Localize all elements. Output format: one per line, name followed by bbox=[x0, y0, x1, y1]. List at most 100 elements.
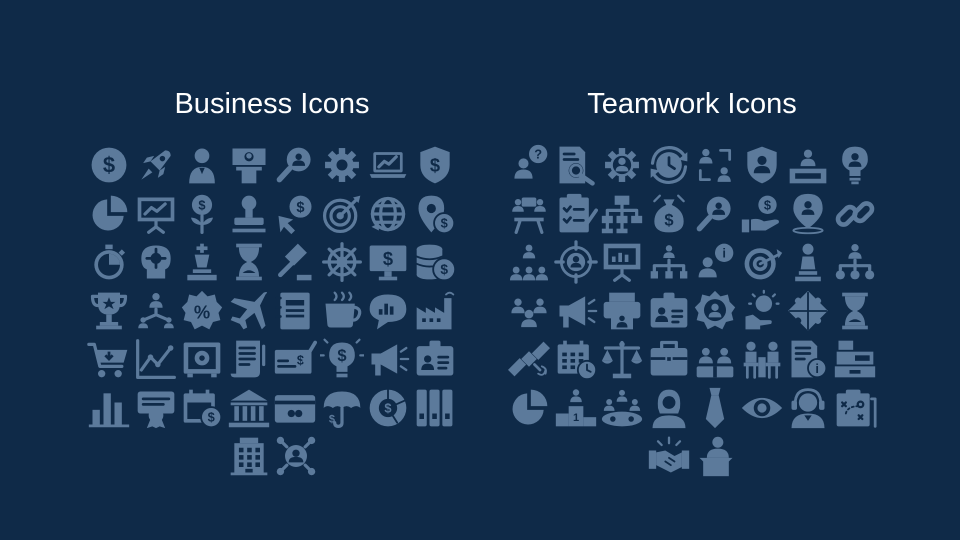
target-user-icon bbox=[553, 240, 598, 284]
gear-user-icon bbox=[600, 143, 644, 187]
employee-desk-icon bbox=[786, 143, 830, 187]
stamp-icon bbox=[227, 192, 271, 236]
user-hierarchy-icon bbox=[833, 240, 877, 284]
hand-dollar-icon: $ bbox=[740, 192, 784, 236]
chat-bubble-chart-icon bbox=[366, 289, 410, 333]
gavel-icon bbox=[273, 240, 317, 284]
coin-stack-icon: $ bbox=[413, 240, 457, 284]
businessman-icon bbox=[180, 143, 224, 187]
document-search-icon bbox=[554, 143, 598, 187]
svg-text:$: $ bbox=[429, 154, 439, 175]
stopwatch-icon bbox=[87, 240, 131, 284]
airplane-icon bbox=[227, 289, 271, 333]
svg-text:$: $ bbox=[383, 248, 393, 269]
ship-wheel-icon bbox=[320, 240, 364, 284]
pie-chart-icon bbox=[507, 386, 551, 430]
organization-chart-icon bbox=[600, 192, 644, 236]
bank-check-icon: $ bbox=[273, 337, 317, 381]
umbrella-dollar-icon: $ bbox=[320, 386, 364, 430]
presentation-speaker-icon bbox=[227, 143, 271, 187]
svg-text:$: $ bbox=[198, 197, 205, 212]
bank-icon bbox=[227, 386, 271, 430]
hourglass-icon bbox=[227, 240, 271, 284]
svg-text:$: $ bbox=[337, 347, 346, 365]
monitor-dollar-icon: $ bbox=[366, 240, 410, 284]
office-building-icon bbox=[227, 434, 271, 478]
shopping-cart-icon bbox=[87, 337, 131, 381]
shield-user-icon bbox=[740, 143, 784, 187]
svg-text:$: $ bbox=[384, 400, 391, 415]
binder-icon bbox=[273, 289, 317, 333]
calendar-dollar-icon: $ bbox=[180, 386, 224, 430]
clipboard-checklist-icon bbox=[554, 192, 598, 236]
discount-badge-icon: % bbox=[180, 289, 224, 333]
dollar-cursor-icon: $ bbox=[273, 192, 317, 236]
hierarchy-icon bbox=[134, 289, 178, 333]
search-user-icon bbox=[273, 143, 317, 187]
eye-icon bbox=[740, 386, 784, 430]
svg-text:$: $ bbox=[328, 413, 334, 425]
svg-text:$: $ bbox=[103, 153, 115, 178]
business-icons-title: Business Icons bbox=[174, 88, 370, 120]
user-question-icon: ? bbox=[507, 143, 551, 187]
safe-icon bbox=[180, 337, 224, 381]
id-badge-icon bbox=[647, 289, 691, 333]
balance-scale-icon bbox=[600, 337, 644, 381]
teamwork-icons-title: Teamwork Icons bbox=[587, 88, 797, 120]
id-card-icon bbox=[413, 337, 457, 381]
handshake-icon bbox=[647, 434, 691, 478]
money-plant-icon: $ bbox=[180, 192, 224, 236]
calendar-clock-icon bbox=[554, 337, 598, 381]
location-user-icon bbox=[786, 192, 830, 236]
target-arrow-icon bbox=[740, 240, 784, 284]
support-agent-icon bbox=[786, 386, 830, 430]
global-network-icon bbox=[366, 192, 410, 236]
credit-card-icon bbox=[273, 386, 317, 430]
svg-text:$: $ bbox=[440, 215, 447, 230]
podium-winner-icon: 1 bbox=[554, 386, 598, 430]
laptop-chart-icon bbox=[366, 143, 410, 187]
money-bag-stopwatch-icon: $ bbox=[647, 192, 691, 236]
chess-pawn-icon bbox=[786, 240, 830, 284]
line-chart-icon bbox=[134, 337, 178, 381]
user-network-icon bbox=[274, 434, 318, 478]
trophy-icon bbox=[87, 289, 131, 333]
team-hierarchy-icon bbox=[507, 240, 551, 284]
team-meeting-icon bbox=[507, 192, 551, 236]
svg-text:$: $ bbox=[208, 409, 215, 424]
svg-text:$: $ bbox=[440, 262, 448, 277]
badge-user-icon bbox=[693, 289, 737, 333]
factory-icon bbox=[413, 289, 457, 333]
user-info-icon: i bbox=[693, 240, 737, 284]
chess-king-icon bbox=[180, 240, 224, 284]
puzzle-icon bbox=[786, 289, 830, 333]
svg-text:$: $ bbox=[664, 211, 673, 229]
filing-cabinet-icon bbox=[413, 386, 457, 430]
cash-register-icon bbox=[833, 337, 877, 381]
gear-icon bbox=[320, 143, 364, 187]
contract-scroll-icon bbox=[227, 337, 271, 381]
dollar-coin-icon: $ bbox=[87, 143, 131, 187]
target-icon bbox=[320, 192, 364, 236]
office-chairs-icon bbox=[740, 337, 784, 381]
satellite-icon bbox=[507, 337, 551, 381]
lightbulb-dollar-icon: $ bbox=[319, 337, 364, 381]
team-group-icon bbox=[507, 289, 551, 333]
brain-gear-icon bbox=[134, 240, 178, 284]
megaphone-icon bbox=[366, 337, 410, 381]
dollar-shield-icon: $ bbox=[413, 143, 457, 187]
printer-user-icon bbox=[600, 289, 644, 333]
pie-chart-icon bbox=[87, 192, 131, 236]
user-exchange-icon bbox=[693, 143, 737, 187]
bar-chart-icon bbox=[87, 386, 131, 430]
svg-text:1: 1 bbox=[572, 411, 578, 423]
presentation-chart-icon bbox=[600, 240, 644, 284]
team-pair-icon bbox=[693, 337, 737, 381]
rocket-icon bbox=[134, 143, 178, 187]
chain-link-icon bbox=[833, 192, 877, 236]
strategy-board-icon bbox=[833, 386, 877, 430]
svg-text:$: $ bbox=[297, 353, 304, 368]
svg-text:i: i bbox=[722, 245, 726, 260]
search-user-icon bbox=[693, 192, 737, 236]
network-user-icon bbox=[647, 240, 691, 284]
